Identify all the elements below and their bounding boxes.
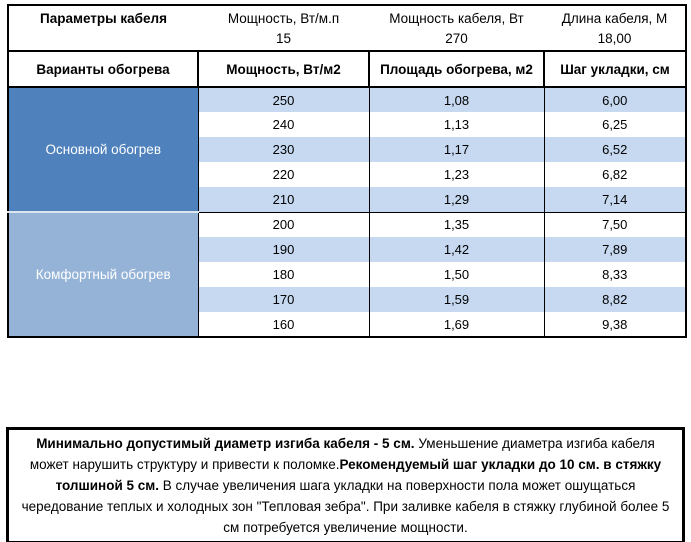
step-cell: 8,82 [543, 287, 687, 312]
area-cell: 1,08 [368, 87, 545, 112]
area-cell: 1,29 [368, 187, 545, 212]
note-segment: Минимально допустимый диаметр изгиба каб… [36, 436, 415, 451]
cable-params-value-row: 15 270 18,00 [8, 31, 686, 51]
table-row: 180 1,50 8,33 [8, 262, 687, 287]
area-cell: 1,23 [368, 162, 545, 187]
param-value-cable-length: 18,00 [597, 31, 632, 46]
power-cell: 190 [197, 237, 370, 262]
step-cell: 6,25 [543, 112, 687, 137]
param-label-power-per-meter: Мощность, Вт/м.п [227, 11, 340, 26]
note-segment: В случае увеличения шага укладки на пове… [21, 478, 670, 535]
table-row: 160 1,69 9,38 [8, 312, 687, 337]
table-row: 170 1,59 8,82 [8, 287, 687, 312]
table-row: 220 1,23 6,82 [8, 162, 687, 187]
step-cell: 7,50 [543, 211, 687, 237]
step-cell: 6,52 [543, 137, 687, 162]
power-cell: 230 [197, 137, 370, 162]
power-cell: 220 [197, 162, 370, 187]
power-cell: 250 [197, 87, 370, 112]
param-label-cable-power: Мощность кабеля, Вт [389, 11, 524, 26]
area-cell: 1,42 [368, 237, 545, 262]
power-cell: 170 [197, 287, 370, 312]
note-segment: Рекомендуемый шаг укладки до 10 см. в ст… [55, 457, 662, 493]
area-cell: 1,13 [368, 112, 545, 137]
table-row: 210 1,29 7,14 [8, 187, 687, 212]
step-cell: 6,00 [543, 87, 687, 112]
header-heating-area: Площадь обогрева, м2 [368, 50, 545, 88]
cable-params-title: Параметры кабеля [40, 11, 167, 26]
power-cell: 160 [197, 312, 370, 337]
note-segment: Уменьшение диаметра изгиба кабеля может … [29, 436, 655, 472]
step-cell: 6,82 [543, 162, 687, 187]
area-cell: 1,59 [368, 287, 545, 312]
empty-cell [8, 31, 198, 51]
header-laying-step: Шаг укладки, см [543, 50, 687, 88]
step-cell: 7,14 [543, 187, 687, 212]
power-cell: 200 [197, 211, 370, 237]
step-cell: 7,89 [543, 237, 687, 262]
step-cell: 9,38 [543, 312, 687, 337]
area-cell: 1,35 [368, 211, 545, 237]
group-label-comfort-heating: Комфортный обогрев [8, 211, 199, 337]
group-label-main-heating: Основной обогрев [8, 87, 199, 212]
cable-params-label-row: Параметры кабеля Мощность, Вт/м.п Мощнос… [8, 5, 686, 31]
cable-parameters-table: Параметры кабеля Мощность, Вт/м.п Мощнос… [7, 4, 687, 338]
heating-table-header-row: Варианты обогрева Мощность, Вт/м2 Площад… [7, 50, 687, 88]
power-cell: 240 [197, 112, 370, 137]
table-row: 190 1,42 7,89 [8, 237, 687, 262]
step-cell: 8,33 [543, 262, 687, 287]
table-row: 230 1,17 6,52 [8, 137, 687, 162]
table-row: 240 1,13 6,25 [8, 112, 687, 137]
table-row: Комфортный обогрев 200 1,35 7,50 [8, 211, 687, 337]
header-power-w-m2: Мощность, Вт/м2 [197, 50, 370, 88]
table-row: Основной обогрев 250 1,08 6,00 [8, 87, 687, 212]
header-heating-variants: Варианты обогрева [7, 50, 199, 88]
note-box: Минимально допустимый диаметр изгиба каб… [6, 427, 685, 542]
param-value-cable-power: 270 [445, 31, 468, 46]
area-cell: 1,17 [368, 137, 545, 162]
power-cell: 210 [197, 187, 370, 212]
area-cell: 1,69 [368, 312, 545, 337]
area-cell: 1,50 [368, 262, 545, 287]
param-value-power-per-meter: 15 [275, 31, 292, 46]
param-label-cable-length: Длина кабеля, М [561, 11, 668, 26]
power-cell: 180 [197, 262, 370, 287]
